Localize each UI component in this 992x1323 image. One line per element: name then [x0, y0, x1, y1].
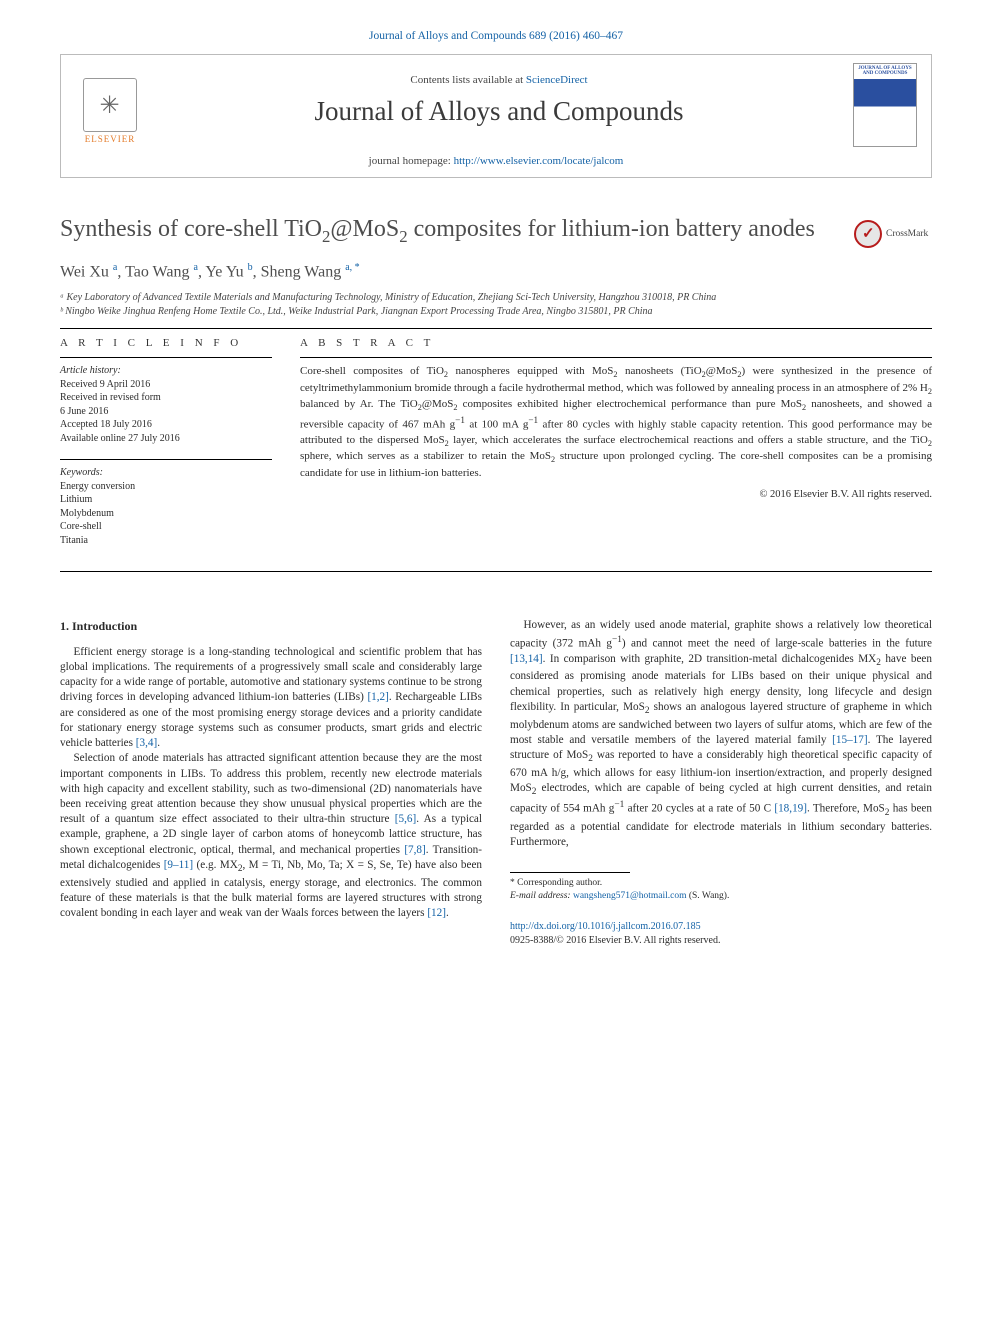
- journal-cover-thumb: JOURNAL OF ALLOYS AND COMPOUNDS: [853, 63, 917, 147]
- article-info-label: A R T I C L E I N F O: [60, 337, 272, 349]
- keywords: Keywords: Energy conversion Lithium Moly…: [60, 459, 272, 547]
- elsevier-tree-icon: ✳: [83, 78, 137, 132]
- footnotes: * Corresponding author. E-mail address: …: [510, 877, 932, 902]
- issn-copyright: 0925-8388/© 2016 Elsevier B.V. All right…: [510, 935, 720, 946]
- abstract-label: A B S T R A C T: [300, 337, 932, 349]
- article-title: Synthesis of core-shell TiO2@MoS2 compos…: [60, 214, 836, 247]
- article-info-column: A R T I C L E I N F O Article history: R…: [60, 337, 272, 561]
- abstract-column: A B S T R A C T Core-shell composites of…: [300, 337, 932, 561]
- section-rule-2: [60, 571, 932, 572]
- corr-email-link[interactable]: wangsheng571@hotmail.com: [573, 891, 687, 901]
- running-citation: Journal of Alloys and Compounds 689 (201…: [60, 30, 932, 42]
- section-rule: [60, 328, 932, 329]
- footnote-rule: [510, 872, 630, 873]
- intro-p2: Selection of anode materials has attract…: [60, 751, 482, 921]
- affiliation-b: ᵇ Ningbo Weike Jinghua Renfeng Home Text…: [60, 305, 932, 319]
- journal-title: Journal of Alloys and Compounds: [153, 96, 845, 127]
- elsevier-logo: ✳ ELSEVIER: [75, 66, 145, 144]
- doi-link[interactable]: http://dx.doi.org/10.1016/j.jallcom.2016…: [510, 921, 701, 932]
- body-text: 1. Introduction Efficient energy storage…: [60, 618, 932, 947]
- article-history: Article history: Received 9 April 2016 R…: [60, 357, 272, 445]
- journal-homepage: journal homepage: http://www.elsevier.co…: [61, 149, 931, 177]
- doi-block: http://dx.doi.org/10.1016/j.jallcom.2016…: [510, 920, 932, 947]
- abstract-copyright: © 2016 Elsevier B.V. All rights reserved…: [300, 489, 932, 500]
- homepage-link[interactable]: http://www.elsevier.com/locate/jalcom: [454, 155, 624, 167]
- author-list: Wei Xu a, Tao Wang a, Ye Yu b, Sheng Wan…: [60, 262, 932, 281]
- crossmark-icon: [854, 220, 882, 248]
- intro-p1: Efficient energy storage is a long-stand…: [60, 645, 482, 752]
- affiliations: ᵃ Key Laboratory of Advanced Textile Mat…: [60, 291, 932, 318]
- corresponding-author: * Corresponding author.: [510, 877, 932, 889]
- sciencedirect-link[interactable]: ScienceDirect: [526, 74, 588, 86]
- crossmark-badge[interactable]: CrossMark: [854, 220, 932, 248]
- intro-p3: However, as an widely used anode materia…: [510, 618, 932, 850]
- affiliation-a: ᵃ Key Laboratory of Advanced Textile Mat…: [60, 291, 932, 305]
- intro-heading: 1. Introduction: [60, 618, 482, 634]
- contents-available: Contents lists available at ScienceDirec…: [153, 74, 845, 86]
- abstract-text: Core-shell composites of TiO2 nanosphere…: [300, 357, 932, 481]
- publisher-name: ELSEVIER: [85, 134, 136, 144]
- journal-header: ✳ ELSEVIER Contents lists available at S…: [60, 54, 932, 178]
